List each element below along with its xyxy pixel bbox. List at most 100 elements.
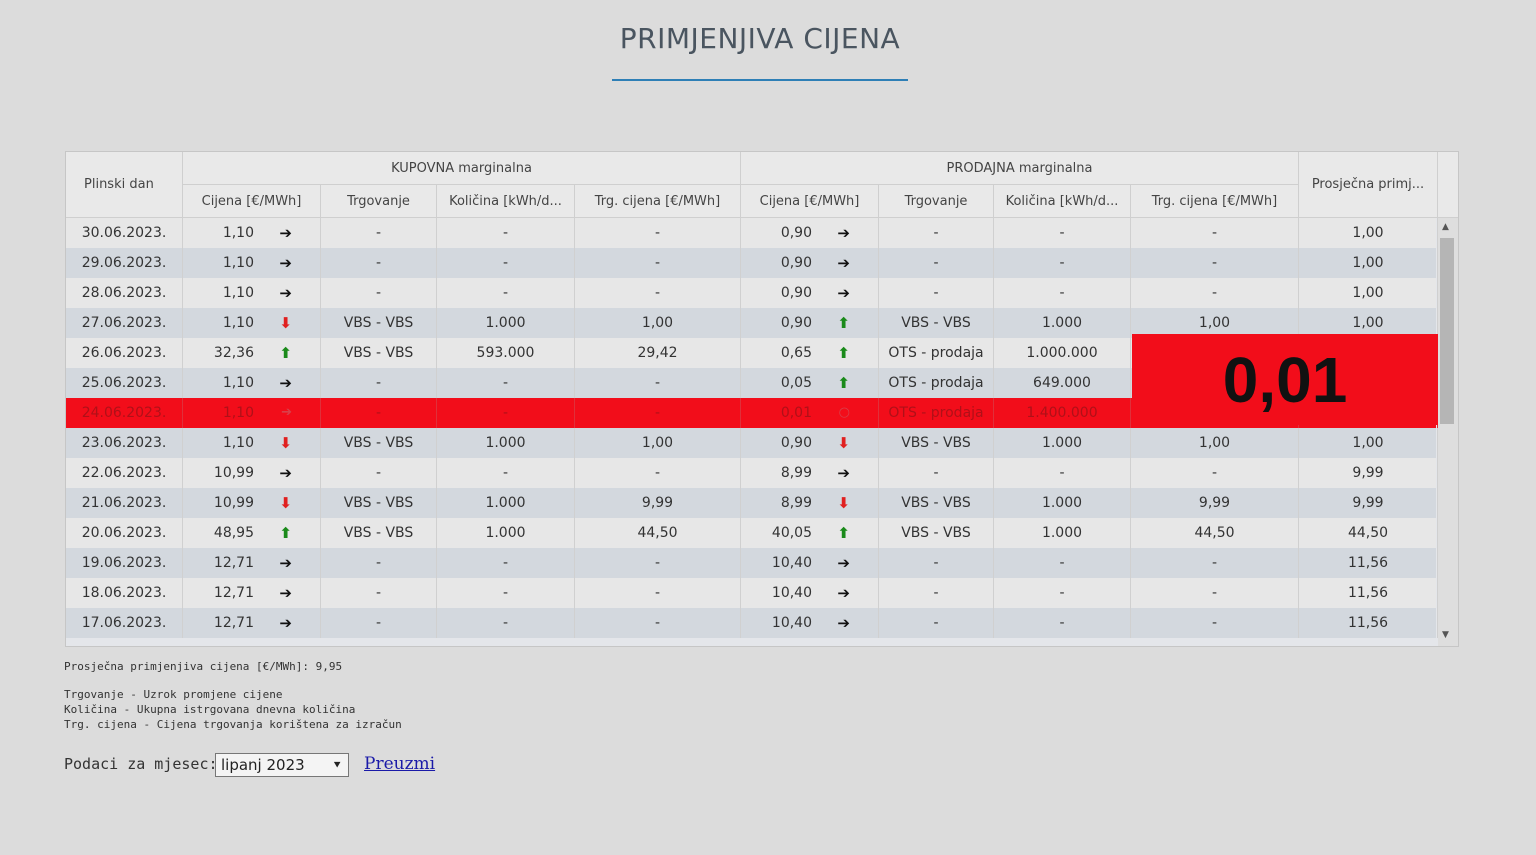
- cell-sell-trade: VBS - VBS: [879, 488, 994, 518]
- cell-sell-price: 8,99 ⬇: [741, 488, 879, 518]
- cell-sell-qty: -: [994, 458, 1131, 488]
- cell-buy-qty: -: [437, 458, 575, 488]
- cell-sell-trade: -: [879, 218, 994, 248]
- cell-avg: 9,99: [1299, 488, 1438, 518]
- table-row[interactable]: 27.06.2023. 1,10 ⬇ VBS - VBS 1.000 1,00 0,90 ⬆ V…: [66, 308, 1438, 338]
- cell-buy-trade-price: 44,50: [575, 518, 741, 548]
- header-sell-cijena[interactable]: Cijena [€/MWh]: [741, 185, 879, 218]
- scroll-up-icon[interactable]: ▲: [1442, 222, 1449, 232]
- month-select[interactable]: lipanj 2023 ⯆: [215, 753, 349, 777]
- cell-sell-qty: 1.400.000: [994, 398, 1131, 428]
- cell-buy-qty: -: [437, 548, 575, 578]
- cell-buy-price-value: 32,36: [213, 345, 254, 361]
- scroll-down-icon[interactable]: ▼: [1442, 630, 1449, 640]
- cell-sell-trade: -: [879, 248, 994, 278]
- cell-buy-price: 48,95 ⬆: [183, 518, 321, 548]
- table-row[interactable]: 29.06.2023. 1,10 ➔ - - -0,90 ➔ - - -1,00: [66, 248, 1438, 278]
- cell-sell-trade-price: 44,50: [1131, 518, 1299, 548]
- cell-buy-price-value: 1,10: [222, 255, 254, 271]
- header-prosjecna[interactable]: Prosječna primj...: [1299, 152, 1438, 218]
- cell-buy-trade: -: [321, 218, 437, 248]
- header-kupovna-group: KUPOVNA marginalna: [183, 152, 741, 185]
- table-row[interactable]: 28.06.2023. 1,10 ➔ - - -0,90 ➔ - - -1,00: [66, 278, 1438, 308]
- cell-buy-qty: -: [437, 578, 575, 608]
- cell-buy-price: 12,71 ➔: [183, 548, 321, 578]
- month-select-value: lipanj 2023: [221, 756, 305, 774]
- cell-sell-trade: -: [879, 548, 994, 578]
- legend-trg-cijena: Trg. cijena - Cijena trgovanja korištena…: [64, 718, 402, 731]
- table-row[interactable]: 18.06.2023. 12,71 ➔ - - -10,40 ➔ - - -11,56: [66, 578, 1438, 608]
- cell-sell-price: 0,90 ➔: [741, 248, 879, 278]
- header-buy-cijena[interactable]: Cijena [€/MWh]: [183, 185, 321, 218]
- arrow-right-icon: ➔: [279, 554, 292, 572]
- cell-buy-qty: 1.000: [437, 518, 575, 548]
- cell-date: 25.06.2023.: [66, 368, 183, 398]
- header-sell-kolicina[interactable]: Količina [kWh/d...: [994, 185, 1131, 218]
- arrow-right-icon: ➔: [837, 614, 850, 632]
- header-plinski-dan[interactable]: Plinski dan: [66, 152, 183, 218]
- cell-sell-trade: OTS - prodaja: [879, 368, 994, 398]
- arrow-right-icon: ➔: [837, 284, 850, 302]
- cell-sell-price: 0,90 ⬇: [741, 428, 879, 458]
- cell-buy-trade-price: -: [575, 278, 741, 308]
- arrow-right-icon: ➔: [279, 464, 292, 482]
- download-link[interactable]: Preuzmi: [364, 754, 436, 774]
- cell-sell-price-value: 40,05: [771, 525, 812, 541]
- cell-date: 17.06.2023.: [66, 608, 183, 638]
- cell-buy-price: 1,10 ⬇: [183, 308, 321, 338]
- cell-buy-price: 1,10 ⬇: [183, 428, 321, 458]
- cell-buy-trade: VBS - VBS: [321, 518, 437, 548]
- cell-sell-price: 0,90 ⬆: [741, 308, 879, 338]
- cell-sell-trade: OTS - prodaja: [879, 398, 994, 428]
- table-row[interactable]: 20.06.2023. 48,95 ⬆ VBS - VBS 1.000 44,50 40,0…: [66, 518, 1438, 548]
- table-row[interactable]: 23.06.2023. 1,10 ⬇ VBS - VBS 1.000 1,00 0,90 ⬇ V…: [66, 428, 1438, 458]
- cell-buy-trade: -: [321, 248, 437, 278]
- title-divider: [612, 79, 908, 81]
- cell-avg: 44,50: [1299, 518, 1438, 548]
- cell-sell-price-value: 0,90: [780, 435, 812, 451]
- arrow-down-icon: ⬇: [837, 494, 850, 512]
- cell-buy-qty: 1.000: [437, 428, 575, 458]
- cell-sell-trade: VBS - VBS: [879, 308, 994, 338]
- arrow-right-icon: ➔: [837, 554, 850, 572]
- table-row[interactable]: 17.06.2023. 12,71 ➔ - - -10,40 ➔ - - -11,56: [66, 608, 1438, 638]
- cell-sell-qty: 1.000: [994, 308, 1131, 338]
- table-row[interactable]: 19.06.2023. 12,71 ➔ - - -10,40 ➔ - - -11,56: [66, 548, 1438, 578]
- arrow-up-icon: ⬆: [837, 344, 850, 362]
- cell-buy-price: 10,99 ➔: [183, 458, 321, 488]
- cell-sell-price-value: 10,40: [771, 615, 812, 631]
- cell-sell-price-value: 0,01: [780, 405, 812, 421]
- cell-sell-qty: -: [994, 578, 1131, 608]
- arrow-right-icon: ➔: [279, 224, 292, 242]
- grid-scrollbar-thumb[interactable]: [1440, 238, 1454, 424]
- arrow-right-icon: ➔: [279, 284, 292, 302]
- cell-avg: 1,00: [1299, 218, 1438, 248]
- cell-buy-price-value: 1,10: [222, 225, 254, 241]
- header-buy-kolicina[interactable]: Količina [kWh/d...: [437, 185, 575, 218]
- header-buy-trgovanje[interactable]: Trgovanje: [321, 185, 437, 218]
- cell-date: 18.06.2023.: [66, 578, 183, 608]
- cell-buy-trade: -: [321, 608, 437, 638]
- table-row[interactable]: 22.06.2023. 10,99 ➔ - - -8,99 ➔ - - -9,99: [66, 458, 1438, 488]
- cell-buy-price: 1,10 ➔: [183, 398, 321, 428]
- cell-sell-trade: -: [879, 278, 994, 308]
- header-buy-trg-cijena[interactable]: Trg. cijena [€/MWh]: [575, 185, 741, 218]
- table-row[interactable]: 21.06.2023. 10,99 ⬇ VBS - VBS 1.000 9,99 8,99 ⬇…: [66, 488, 1438, 518]
- header-sell-trg-cijena[interactable]: Trg. cijena [€/MWh]: [1131, 185, 1299, 218]
- arrow-right-icon: ➔: [279, 374, 292, 392]
- cell-buy-trade: -: [321, 578, 437, 608]
- arrow-right-icon: ➔: [837, 254, 850, 272]
- cell-sell-price: 10,40 ➔: [741, 548, 879, 578]
- cell-buy-qty: -: [437, 398, 575, 428]
- legend-kolicina: Količina - Ukupna istrgovana dnevna koli…: [64, 703, 356, 716]
- cell-sell-price: 0,01 ○: [741, 398, 879, 428]
- arrow-right-icon: ➔: [281, 405, 292, 420]
- cell-avg: 1,00: [1299, 248, 1438, 278]
- cell-date: 30.06.2023.: [66, 218, 183, 248]
- table-row[interactable]: 30.06.2023. 1,10 ➔ - - -0,90 ➔ - - -1,00: [66, 218, 1438, 248]
- header-sell-trgovanje[interactable]: Trgovanje: [879, 185, 994, 218]
- arrow-up-icon: ⬆: [279, 524, 292, 542]
- cell-buy-price-value: 12,71: [213, 615, 254, 631]
- cell-sell-price-value: 0,90: [780, 225, 812, 241]
- cell-date: 23.06.2023.: [66, 428, 183, 458]
